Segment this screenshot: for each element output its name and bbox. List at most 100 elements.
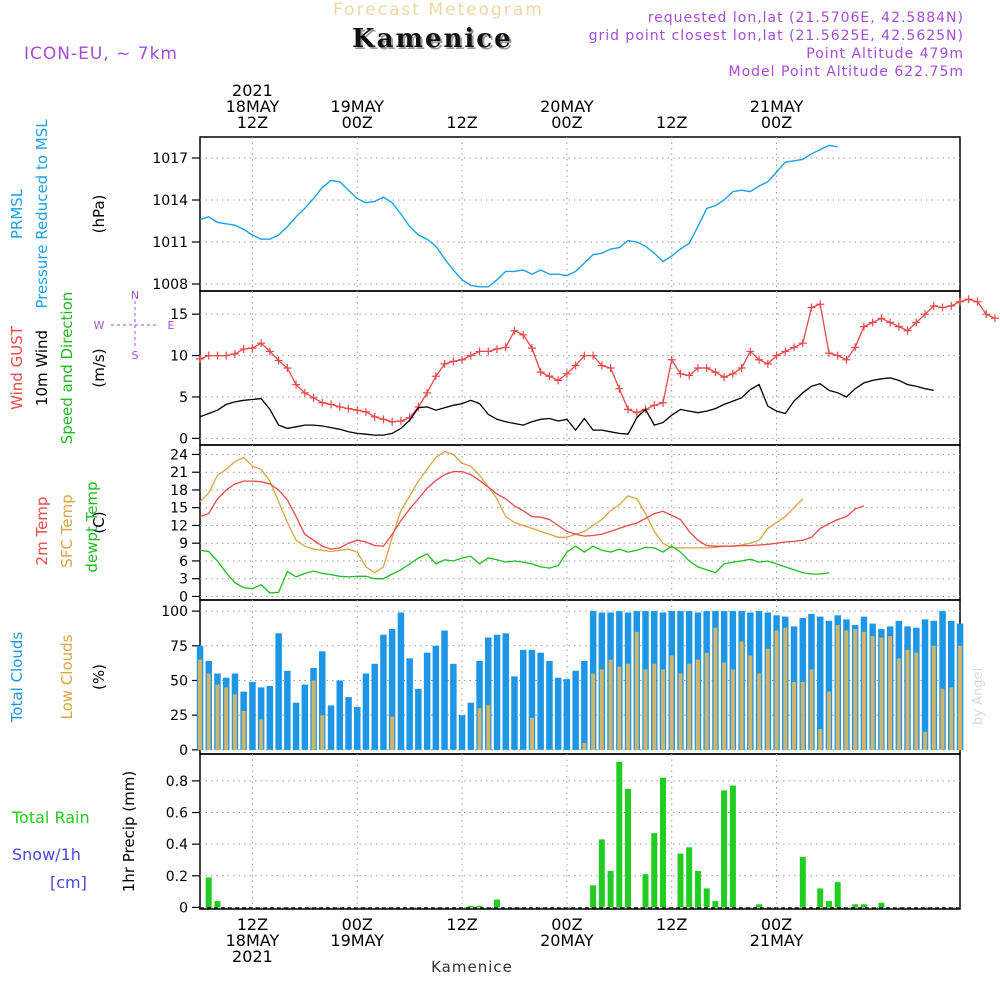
low-clouds-bar bbox=[198, 659, 202, 750]
total-clouds-bar bbox=[319, 651, 326, 750]
wind-ytick-label-1: 5 bbox=[179, 390, 188, 406]
rain-bar bbox=[651, 833, 658, 908]
gust-marker bbox=[257, 339, 266, 348]
gust-marker bbox=[440, 359, 449, 368]
low-clouds-bar bbox=[224, 687, 229, 750]
low-clouds-bar bbox=[800, 681, 805, 750]
low-clouds-bar bbox=[765, 648, 770, 750]
gust-marker bbox=[956, 297, 964, 306]
total-clouds-bar bbox=[371, 663, 378, 750]
low-clouds-bar bbox=[704, 652, 709, 750]
total-clouds-bar bbox=[921, 619, 929, 750]
precip-ytick-label-4: 0.8 bbox=[166, 774, 188, 790]
temp-2m-line bbox=[199, 470, 865, 550]
low-clouds-bar bbox=[949, 687, 954, 750]
temperature-ytick-label-7: 21 bbox=[170, 465, 188, 481]
total-clouds-bar bbox=[336, 680, 343, 750]
pressure-ytick-label-1: 1011 bbox=[152, 235, 188, 251]
low-clouds-bar bbox=[730, 669, 735, 750]
gust-marker bbox=[728, 369, 737, 378]
gust-marker bbox=[763, 359, 772, 368]
gust-marker bbox=[292, 380, 301, 389]
gust-marker bbox=[851, 343, 860, 352]
rain-bar bbox=[712, 901, 719, 908]
total-clouds-bar bbox=[581, 661, 588, 750]
low-clouds-bar bbox=[617, 666, 622, 750]
gust-marker bbox=[309, 393, 318, 402]
pressure-ytick-label-0: 1008 bbox=[152, 277, 188, 293]
gust-marker bbox=[370, 412, 379, 421]
time-top-label-1-0: 19MAY bbox=[330, 97, 384, 116]
low-clouds-bar bbox=[958, 645, 962, 750]
low-clouds-bar bbox=[870, 636, 875, 750]
pressure-line bbox=[199, 144, 838, 288]
model-point-altitude: Model Point Altitude 622.75m bbox=[728, 64, 964, 80]
gust-marker bbox=[973, 297, 982, 306]
credit-text: by Angel bbox=[971, 668, 986, 725]
gust-marker bbox=[824, 349, 833, 358]
precip-title-unit: [cm] bbox=[50, 873, 87, 892]
total-clouds-bar bbox=[537, 652, 544, 750]
gust-marker bbox=[230, 349, 239, 358]
time-top-label-5-1: 00Z bbox=[761, 113, 792, 132]
gust-marker bbox=[624, 405, 633, 414]
total-clouds-bar bbox=[563, 679, 571, 750]
gust-marker bbox=[842, 355, 851, 364]
clouds-ytick-label-4: 100 bbox=[161, 604, 188, 620]
total-clouds-bar bbox=[511, 676, 518, 750]
gust-marker bbox=[545, 372, 554, 381]
gust-marker bbox=[711, 368, 720, 377]
footer-location: Kamenice bbox=[431, 958, 513, 976]
pressure-panel: 1008 1011 1014 1017 (hPa) bbox=[90, 136, 961, 293]
gust-marker bbox=[239, 344, 248, 353]
total-clouds-bar bbox=[362, 673, 370, 750]
wind-ytick-label-2: 10 bbox=[170, 349, 188, 365]
gust-marker bbox=[466, 351, 475, 360]
temperature-title-line-1: SFC Temp bbox=[58, 494, 76, 567]
pressure-title-line-0: PRMSL bbox=[8, 188, 26, 239]
gust-marker bbox=[833, 351, 842, 360]
gust-marker bbox=[903, 326, 912, 335]
gust-marker bbox=[589, 351, 598, 360]
gust-marker bbox=[484, 347, 493, 356]
wind-title-line-0: Wind GUST bbox=[8, 325, 26, 410]
total-clouds-bar bbox=[467, 702, 475, 750]
gust-marker bbox=[580, 351, 589, 360]
low-clouds-bar bbox=[661, 669, 665, 750]
rain-bar bbox=[703, 888, 710, 908]
total-clouds-bar bbox=[554, 677, 562, 750]
gust-marker bbox=[615, 384, 624, 393]
low-clouds-bar bbox=[792, 681, 796, 750]
low-clouds-bar bbox=[232, 694, 237, 750]
low-clouds-bar bbox=[783, 627, 788, 750]
time-bottom-label-4-0: 12Z bbox=[656, 915, 687, 934]
low-clouds-bar bbox=[827, 691, 831, 750]
gust-marker bbox=[204, 351, 213, 360]
total-clouds-bar bbox=[354, 706, 361, 750]
total-clouds-bar bbox=[257, 687, 265, 750]
gust-marker bbox=[676, 369, 685, 378]
temperature-ytick-label-1: 3 bbox=[179, 572, 188, 588]
time-bottom-label-0-1: 18MAY bbox=[226, 931, 280, 950]
rain-bar bbox=[852, 904, 859, 908]
gust-marker bbox=[493, 344, 502, 353]
gust-marker bbox=[248, 344, 257, 353]
low-clouds-bars bbox=[198, 625, 962, 750]
wind-speed-line bbox=[199, 377, 934, 436]
gust-marker bbox=[597, 361, 606, 370]
gust-marker bbox=[772, 351, 781, 360]
compass-w: W bbox=[94, 319, 105, 332]
low-clouds-bar bbox=[608, 659, 613, 750]
time-top-label-3-0: 20MAY bbox=[540, 97, 594, 116]
low-clouds-bar bbox=[896, 658, 901, 750]
gust-marker bbox=[318, 398, 327, 407]
gust-marker bbox=[964, 295, 973, 304]
gust-marker bbox=[859, 322, 868, 331]
total-clouds-bar bbox=[423, 652, 431, 750]
rain-bar bbox=[721, 790, 728, 908]
location-title: Kamenice bbox=[352, 24, 513, 54]
time-bottom-label-1-0: 00Z bbox=[342, 915, 373, 934]
gust-marker bbox=[886, 318, 895, 327]
total-clouds-bar bbox=[485, 637, 492, 750]
